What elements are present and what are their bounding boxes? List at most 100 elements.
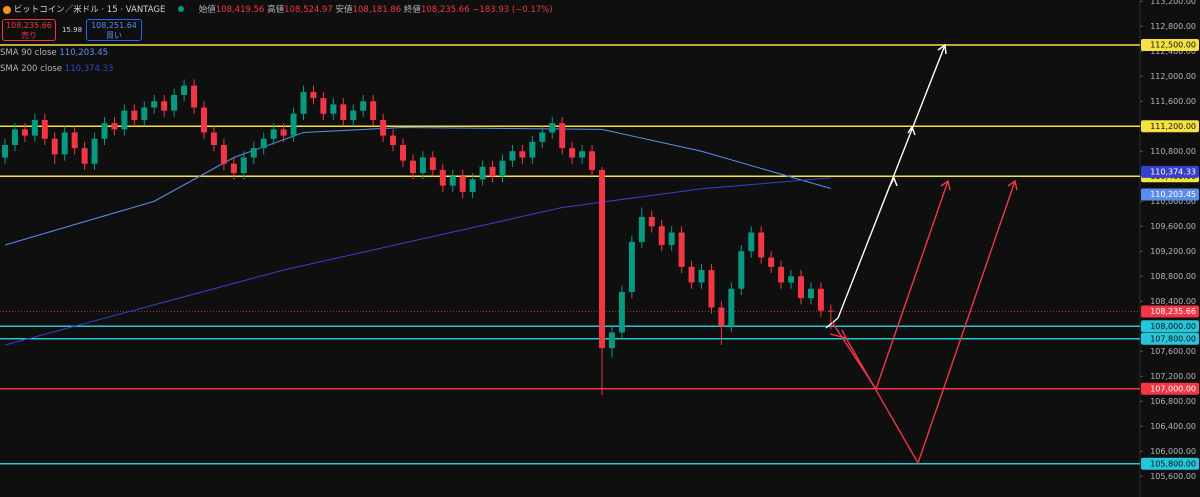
candle-body <box>688 266 695 283</box>
projection-arrows <box>825 43 1018 465</box>
close-value: 108,235.66 <box>420 5 470 15</box>
candle-body <box>798 276 804 299</box>
buy-button[interactable]: 108,251.64 買い <box>86 19 142 41</box>
spread: 15.98 <box>62 26 83 34</box>
candle-body <box>121 110 128 130</box>
sma90-legend[interactable]: SMA 90 close 110,203.45 <box>0 48 108 58</box>
candle-body <box>778 266 785 283</box>
y-tick-label: 106,800.00 <box>1150 397 1196 406</box>
sma-axis-label-bg <box>1141 188 1199 201</box>
close-label: 終値 <box>403 5 421 15</box>
candle-body <box>409 160 416 174</box>
candle-body <box>648 216 655 227</box>
candle-body <box>250 148 257 158</box>
candle-body <box>400 145 406 161</box>
candle-body <box>220 145 227 164</box>
arrow-head <box>937 43 947 55</box>
sma-axis-label-bg <box>1141 165 1199 178</box>
legend-value: 110,203.45 <box>59 48 109 58</box>
level-label: 112,500.00 <box>1150 41 1196 50</box>
level-label: 111,200.00 <box>1150 122 1196 131</box>
y-tick-label: 109,600.00 <box>1150 222 1196 231</box>
y-tick-label: 110,000.00 <box>1150 197 1196 206</box>
candle-body <box>708 270 715 308</box>
candle-body <box>489 166 496 177</box>
candle-body <box>569 148 576 158</box>
btc-icon <box>3 5 11 14</box>
y-tick-label: 112,800.00 <box>1150 22 1196 31</box>
candle-body <box>240 157 247 174</box>
candle-body <box>270 129 277 139</box>
arrow-head <box>907 125 916 136</box>
candle-body <box>201 107 207 133</box>
high-label: 高値 <box>267 5 285 15</box>
candle-body <box>768 257 775 267</box>
candle-body <box>758 232 765 258</box>
candle-body <box>31 120 38 136</box>
candle-body <box>260 138 267 149</box>
candle-body <box>549 123 556 133</box>
candle-body <box>11 129 18 145</box>
level-label-bg <box>1141 320 1199 333</box>
price-axis <box>1140 0 1200 497</box>
candle-body <box>61 132 68 155</box>
candle-body <box>161 101 168 111</box>
sell-label: 売り <box>21 31 37 40</box>
candle-body <box>589 151 596 170</box>
level-label-bg <box>1141 382 1199 395</box>
level-label: 107,000.00 <box>1150 384 1196 393</box>
level-label: 108,000.00 <box>1150 322 1196 331</box>
candle-body <box>479 166 486 180</box>
candle-body <box>658 226 665 245</box>
arrow-head <box>940 179 951 191</box>
candle-body <box>380 120 387 136</box>
candle-body <box>529 141 536 158</box>
price-label: 108,235.66 <box>1150 307 1196 316</box>
low-label: 安値 <box>335 5 353 15</box>
candle-body <box>330 104 337 114</box>
candle-body <box>131 110 138 120</box>
price-label-bg <box>1141 305 1199 318</box>
candle-body <box>638 216 645 242</box>
arrow-head <box>889 176 898 187</box>
y-tick-label: 105,600.00 <box>1150 472 1196 481</box>
candle-body <box>151 101 158 108</box>
sma200-legend[interactable]: SMA 200 close 110,374.33 <box>0 64 113 74</box>
red-arrow <box>845 180 1016 465</box>
candle-body <box>509 151 516 161</box>
high-value: 108,524.97 <box>284 5 333 15</box>
symbol[interactable]: ビットコイン／米ドル · 15 · VANTAGE <box>13 5 166 15</box>
sma-axis-label: 110,203.45 <box>1150 190 1196 199</box>
legend-value: 110,374.33 <box>64 64 114 74</box>
red-arrow <box>831 180 949 391</box>
candle-body <box>449 176 456 186</box>
candle-body <box>738 251 745 289</box>
status-dot <box>178 6 185 12</box>
candle-body <box>459 176 466 192</box>
candle-body <box>678 232 685 267</box>
candle-body <box>41 120 48 139</box>
arrow-head <box>1007 179 1018 191</box>
sma-line <box>4 177 831 346</box>
legend-name: SMA 200 close <box>0 64 63 74</box>
candle-body <box>290 113 297 136</box>
candle-body <box>2 145 8 158</box>
candle-body <box>827 310 834 312</box>
candle-body <box>608 332 615 349</box>
level-label-bg <box>1141 457 1199 470</box>
y-tick-label: 111,600.00 <box>1150 97 1196 106</box>
candle-body <box>390 135 397 145</box>
candle-body <box>191 85 198 108</box>
candle-body <box>628 241 635 292</box>
header-row: ビットコイン／米ドル · 15 · VANTAGE 始値108,419.56 高… <box>3 3 553 15</box>
y-tick-label: 112,000.00 <box>1150 72 1196 81</box>
level-label-bg <box>1141 39 1199 51</box>
candle-body <box>579 151 586 158</box>
sma-line <box>4 126 831 246</box>
candle-body <box>817 288 824 311</box>
level-label: 105,800.00 <box>1150 459 1196 468</box>
sell-button[interactable]: 108,235.66 売り <box>2 19 56 41</box>
candle-body <box>668 232 675 245</box>
candle-body <box>698 270 705 283</box>
